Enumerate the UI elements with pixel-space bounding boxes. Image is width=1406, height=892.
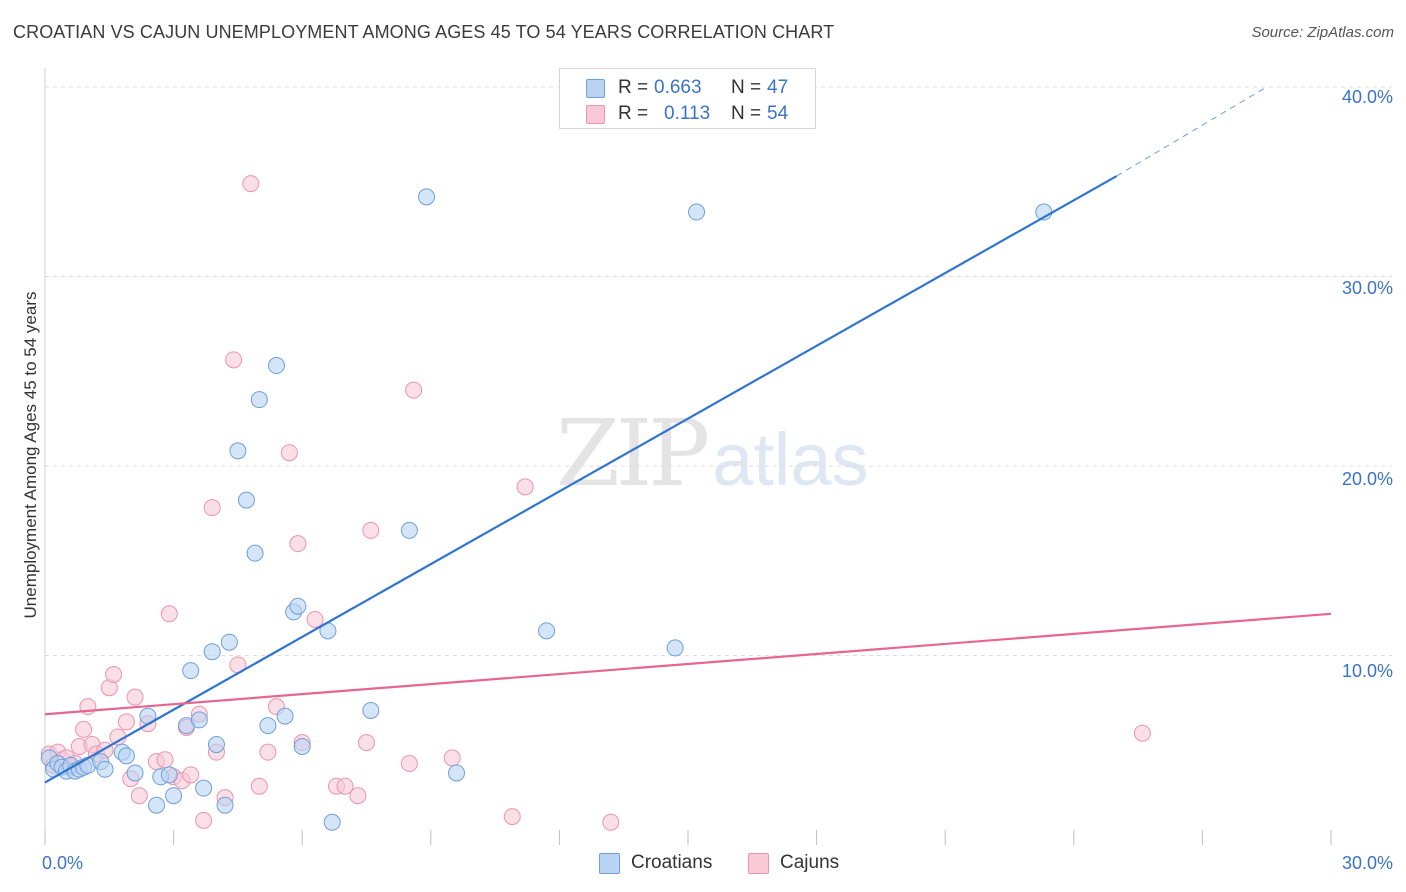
y-axis-label: Unemployment Among Ages 45 to 54 years xyxy=(21,291,40,619)
cajun-point xyxy=(306,610,324,628)
croatian-point xyxy=(688,203,706,221)
croatian-point xyxy=(96,760,114,778)
cajun-point xyxy=(259,743,277,761)
r-label: R = xyxy=(618,103,649,124)
croatian-point xyxy=(237,491,255,509)
cajuns-swatch xyxy=(748,853,769,874)
croatians-swatch xyxy=(599,853,620,874)
cajun-point xyxy=(75,720,93,738)
croatian-point xyxy=(126,764,144,782)
x-tick-label: 0.0% xyxy=(42,853,84,873)
croatian-point xyxy=(448,764,466,782)
croatian-point xyxy=(666,639,684,657)
correlation-legend: R = 0.663 N = 47 R = 0.113 N = 54 xyxy=(559,68,816,129)
croatian-point xyxy=(117,747,135,765)
cajun-point xyxy=(195,811,213,829)
chart-title: CROATIAN VS CAJUN UNEMPLOYMENT AMONG AGE… xyxy=(13,22,835,42)
series-legend: Croatians Cajuns xyxy=(0,851,1406,879)
n-value: 54 xyxy=(767,103,789,124)
y-tick-label: 40.0% xyxy=(1341,87,1393,107)
cajun-point xyxy=(203,499,221,517)
cajun-point xyxy=(126,688,144,706)
croatian-point xyxy=(147,796,165,814)
cajun-point xyxy=(156,751,174,769)
n-label: N = xyxy=(731,103,762,124)
croatian-point xyxy=(190,711,208,729)
source-label: Source: ZipAtlas.com xyxy=(1251,24,1394,41)
cajun-point xyxy=(400,755,418,773)
cajun-point xyxy=(117,713,135,731)
r-value: 0.113 xyxy=(664,103,711,124)
n-value: 47 xyxy=(767,77,789,98)
cajun-point xyxy=(250,777,268,795)
croatian-point xyxy=(165,787,183,805)
cajun-point xyxy=(105,665,123,683)
cajun-point xyxy=(405,381,423,399)
croatian-point xyxy=(323,813,341,831)
croatians-trend-extension xyxy=(1116,86,1267,177)
y-tick-label: 20.0% xyxy=(1341,469,1393,489)
cajun-point xyxy=(516,478,534,496)
cajun-point xyxy=(1133,724,1151,742)
cajun-point xyxy=(130,787,148,805)
cajun-point xyxy=(160,605,178,623)
legend-label-croatians: Croatians xyxy=(631,852,713,873)
cajun-point xyxy=(443,749,461,767)
y-tick-label: 10.0% xyxy=(1341,661,1393,681)
cajun-point xyxy=(280,444,298,462)
cajun-point xyxy=(349,787,367,805)
cajuns-swatch xyxy=(586,105,605,124)
cajun-point xyxy=(336,777,354,795)
croatian-point xyxy=(220,633,238,651)
cajun-point xyxy=(362,521,380,539)
croatian-point xyxy=(246,544,264,562)
croatian-point xyxy=(182,662,200,680)
cajun-point xyxy=(182,766,200,784)
croatian-point xyxy=(207,736,225,754)
cajun-point xyxy=(503,808,521,826)
croatian-point xyxy=(195,779,213,797)
croatian-point xyxy=(216,796,234,814)
croatians-swatch xyxy=(586,79,605,98)
croatian-point xyxy=(418,188,436,206)
x-tick-label: 30.0% xyxy=(1341,853,1393,873)
croatian-point xyxy=(229,442,247,460)
croatian-point xyxy=(293,737,311,755)
cajun-point xyxy=(242,175,260,193)
croatian-point xyxy=(276,707,294,725)
croatian-point xyxy=(289,597,307,615)
cajuns-trend-line xyxy=(44,612,1332,716)
r-label: R = xyxy=(618,77,649,98)
croatian-point xyxy=(160,766,178,784)
cajun-point xyxy=(602,813,620,831)
croatian-point xyxy=(259,717,277,735)
croatian-point xyxy=(538,622,556,640)
croatians-trend-line xyxy=(44,175,1118,784)
r-value: 0.663 xyxy=(654,77,702,98)
cajun-point xyxy=(358,734,375,752)
legend-label-cajuns: Cajuns xyxy=(780,852,840,873)
croatian-point xyxy=(400,521,418,539)
croatian-point xyxy=(267,357,285,375)
croatian-point xyxy=(203,643,221,661)
n-label: N = xyxy=(731,77,762,98)
cajun-point xyxy=(225,351,243,369)
cajun-point xyxy=(289,535,307,553)
croatian-point xyxy=(250,391,268,409)
croatian-point xyxy=(362,701,380,719)
y-tick-label: 30.0% xyxy=(1341,278,1393,298)
